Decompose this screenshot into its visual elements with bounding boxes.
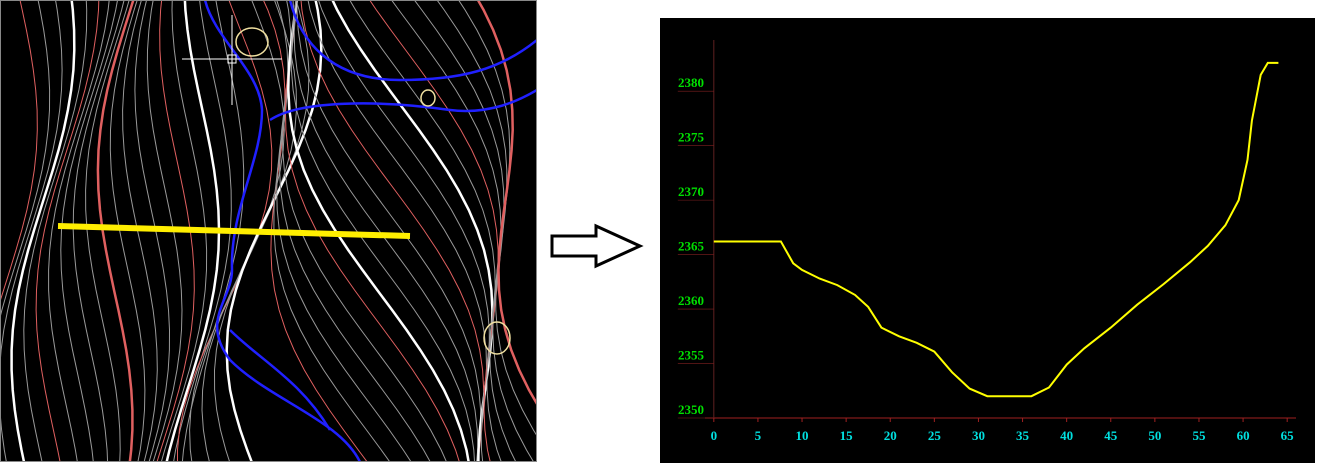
profile-line [713, 61, 1279, 398]
y-tick-label: 2370 [678, 184, 704, 199]
contour-line [60, 1, 118, 461]
hilltop [420, 89, 436, 107]
stream-line [229, 329, 332, 431]
contour-line [296, 1, 482, 461]
x-tick-label: 0 [711, 428, 718, 443]
x-tick-label: 35 [1016, 428, 1030, 443]
x-tick-label: 60 [1237, 428, 1250, 443]
contour-line [287, 1, 470, 461]
x-tick-label: 10 [796, 428, 809, 443]
x-tick-label: 55 [1192, 428, 1206, 443]
x-tick-label: 30 [972, 428, 985, 443]
contour-line [293, 1, 479, 461]
stream-line [269, 89, 536, 122]
y-tick-label: 2355 [678, 348, 705, 363]
x-tick-label: 45 [1104, 428, 1118, 443]
contour-line [35, 1, 100, 461]
y-tick-label: 2360 [678, 293, 704, 308]
contour-line [1, 1, 51, 316]
y-tick-label: 2375 [678, 130, 705, 145]
x-tick-label: 40 [1060, 428, 1073, 443]
contour-line [369, 1, 499, 461]
contour-line [477, 1, 536, 405]
hilltop [235, 27, 269, 57]
cursor [182, 15, 282, 105]
contour-line [1, 1, 38, 300]
section-line [57, 223, 411, 239]
contour-line [1, 1, 63, 461]
x-tick-label: 50 [1148, 428, 1161, 443]
y-tick-label: 2365 [678, 239, 705, 254]
x-tick-label: 65 [1281, 428, 1295, 443]
x-tick-label: 20 [884, 428, 897, 443]
arrow [550, 223, 644, 269]
stream-line [204, 1, 361, 461]
x-tick-label: 15 [840, 428, 854, 443]
contour-line [23, 1, 88, 461]
y-tick-label: 2350 [678, 402, 704, 417]
y-tick-label: 2380 [678, 75, 704, 90]
contour-line [72, 1, 125, 461]
stream-line [288, 1, 536, 82]
contours [1, 1, 536, 461]
x-tick-label: 25 [928, 428, 942, 443]
contour-line [85, 1, 130, 461]
contour-line [10, 1, 76, 461]
x-tick-label: 5 [755, 428, 762, 443]
contour-line [48, 1, 110, 461]
contour-line [290, 1, 475, 461]
contour-map [0, 0, 537, 462]
cursor-box [227, 54, 237, 64]
hilltop [483, 321, 511, 355]
